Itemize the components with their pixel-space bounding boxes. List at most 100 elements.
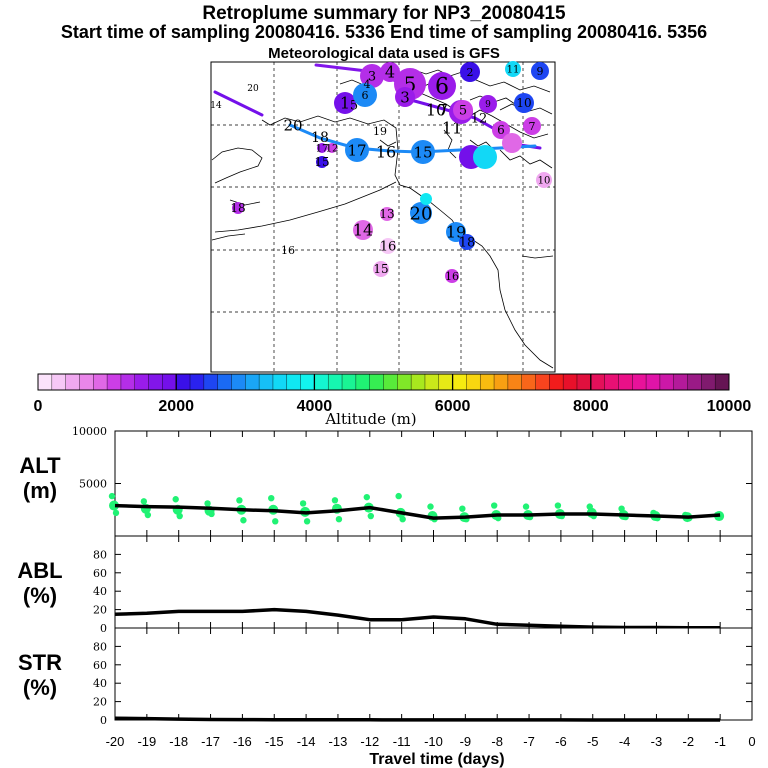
x-tick-label: -7: [523, 734, 535, 749]
plume-marker-dot: [445, 269, 459, 283]
x-tick-label: -15: [265, 734, 284, 749]
coastline: [521, 255, 554, 259]
plume-marker-label: 6: [362, 89, 369, 102]
colorbar-tick-label: 4000: [297, 398, 333, 415]
plume-marker: 12: [326, 143, 338, 155]
colorbar-swatch: [576, 374, 592, 390]
y-tick-label: 40: [93, 585, 107, 598]
plume-marker: [502, 133, 522, 153]
plume-marker-label: 10: [426, 101, 446, 120]
colorbar-swatch: [314, 374, 329, 390]
colorbar-tick-label: 6000: [435, 398, 471, 415]
coastline: [214, 181, 397, 233]
alt-particle: [331, 497, 339, 504]
plume-marker-dot: [316, 156, 328, 168]
plume-marker-label: 15: [373, 262, 388, 276]
plume-marker-dot: [232, 202, 244, 214]
plume-marker-dot: [514, 93, 534, 113]
plume-marker: 11: [505, 61, 521, 77]
plume-markers: 2014201918171615121110987654315643211910…: [210, 61, 552, 283]
x-tick-label: -14: [297, 734, 316, 749]
plume-marker-dot: [453, 100, 473, 120]
colorbar-swatch: [328, 374, 343, 390]
plume-marker: [473, 145, 497, 169]
plume-marker: 20: [283, 116, 302, 134]
x-tick-label: -17: [201, 734, 220, 749]
plume-marker: 9: [531, 62, 549, 80]
colorbar-swatch: [355, 374, 371, 390]
x-tick-label: -2: [683, 734, 695, 749]
plume-marker-dot: [460, 62, 480, 82]
plume-marker: 6: [353, 83, 377, 107]
alt-particle: [459, 505, 466, 512]
trajectory-path: [288, 123, 537, 154]
plume-marker-dot: [373, 261, 389, 277]
plume-marker-dot: [411, 140, 435, 164]
y-tick-label: 80: [93, 548, 107, 561]
colorbar-swatch: [120, 374, 136, 390]
plume-marker-dot: [459, 234, 475, 250]
colorbar-swatch: [535, 374, 550, 390]
alt-particle: [112, 509, 120, 517]
plume-marker-label: 19: [373, 125, 387, 138]
plume-marker: 15: [314, 155, 329, 169]
plume-marker-label: 1: [340, 94, 350, 113]
map-gridlines: [211, 62, 555, 372]
plume-marker-dot: [473, 145, 497, 169]
coastline: [229, 199, 261, 206]
x-tick-label: -20: [106, 734, 125, 749]
colorbar-swatch: [259, 374, 274, 390]
y-tick-label: 80: [93, 640, 107, 653]
colorbar-swatch: [300, 374, 315, 390]
map-panel: 2014201918171615121110987654315643211910…: [210, 61, 556, 373]
plume-marker-label: 6: [435, 75, 449, 100]
colorbar-swatch: [217, 374, 232, 390]
plume-marker: 18: [230, 201, 245, 215]
x-axis-title: Travel time (days): [369, 751, 504, 768]
x-tick-label: -6: [555, 734, 567, 749]
plume-marker-dot: [420, 193, 432, 205]
plume-marker-dot: [502, 133, 522, 153]
x-tick-label: -16: [233, 734, 252, 749]
colorbar-swatch: [659, 374, 675, 390]
plume-marker-dot: [492, 121, 510, 139]
plume-marker: 2: [460, 62, 480, 82]
plume-marker: 4: [380, 62, 400, 82]
colorbar-swatch: [93, 374, 108, 390]
plume-marker-label: 6: [497, 123, 505, 137]
plume-marker-label: 5: [350, 99, 358, 114]
colorbar-swatch: [38, 374, 53, 390]
colorbar-swatch: [203, 374, 219, 390]
met-data-line: Meteorological data used is GFS: [268, 45, 500, 62]
alt-particle: [172, 496, 179, 503]
altitude-colorbar: 0 2000 4000 6000 8000 10000 Altitude (m): [34, 373, 751, 428]
alt-particle: [491, 502, 498, 509]
y-tick-label: 0: [100, 622, 107, 635]
alt-particle: [335, 516, 343, 523]
colorbar-swatch: [190, 374, 205, 390]
plume-marker-dot: [380, 238, 396, 254]
x-tick-label: -12: [360, 734, 379, 749]
plume-marker-label: 12: [471, 112, 488, 127]
alt-particle: [367, 512, 374, 520]
coastline: [261, 115, 554, 369]
colorbar-swatch: [673, 374, 689, 390]
plume-marker: 6: [428, 72, 456, 100]
y-tick-label: 20: [93, 696, 107, 709]
colorbar-swatch: [148, 374, 163, 390]
coastline: [469, 139, 495, 151]
colorbar-swatch: [480, 374, 495, 390]
alt-particle: [176, 512, 183, 520]
plume-marker-dot: [360, 64, 384, 88]
plume-marker-label: 15: [413, 143, 432, 161]
plume-marker-dot: [317, 143, 327, 153]
plume-marker: 17: [316, 143, 328, 155]
plume-marker: 1: [334, 92, 356, 114]
colorbar-swatch: [549, 374, 564, 390]
plume-marker-label: 16: [380, 240, 397, 255]
plume-marker-label: 16: [281, 244, 295, 257]
abl-unit: (%): [23, 583, 57, 608]
x-tick-label: -10: [424, 734, 443, 749]
colorbar-swatch: [272, 374, 288, 390]
plume-marker: 9: [479, 95, 497, 113]
